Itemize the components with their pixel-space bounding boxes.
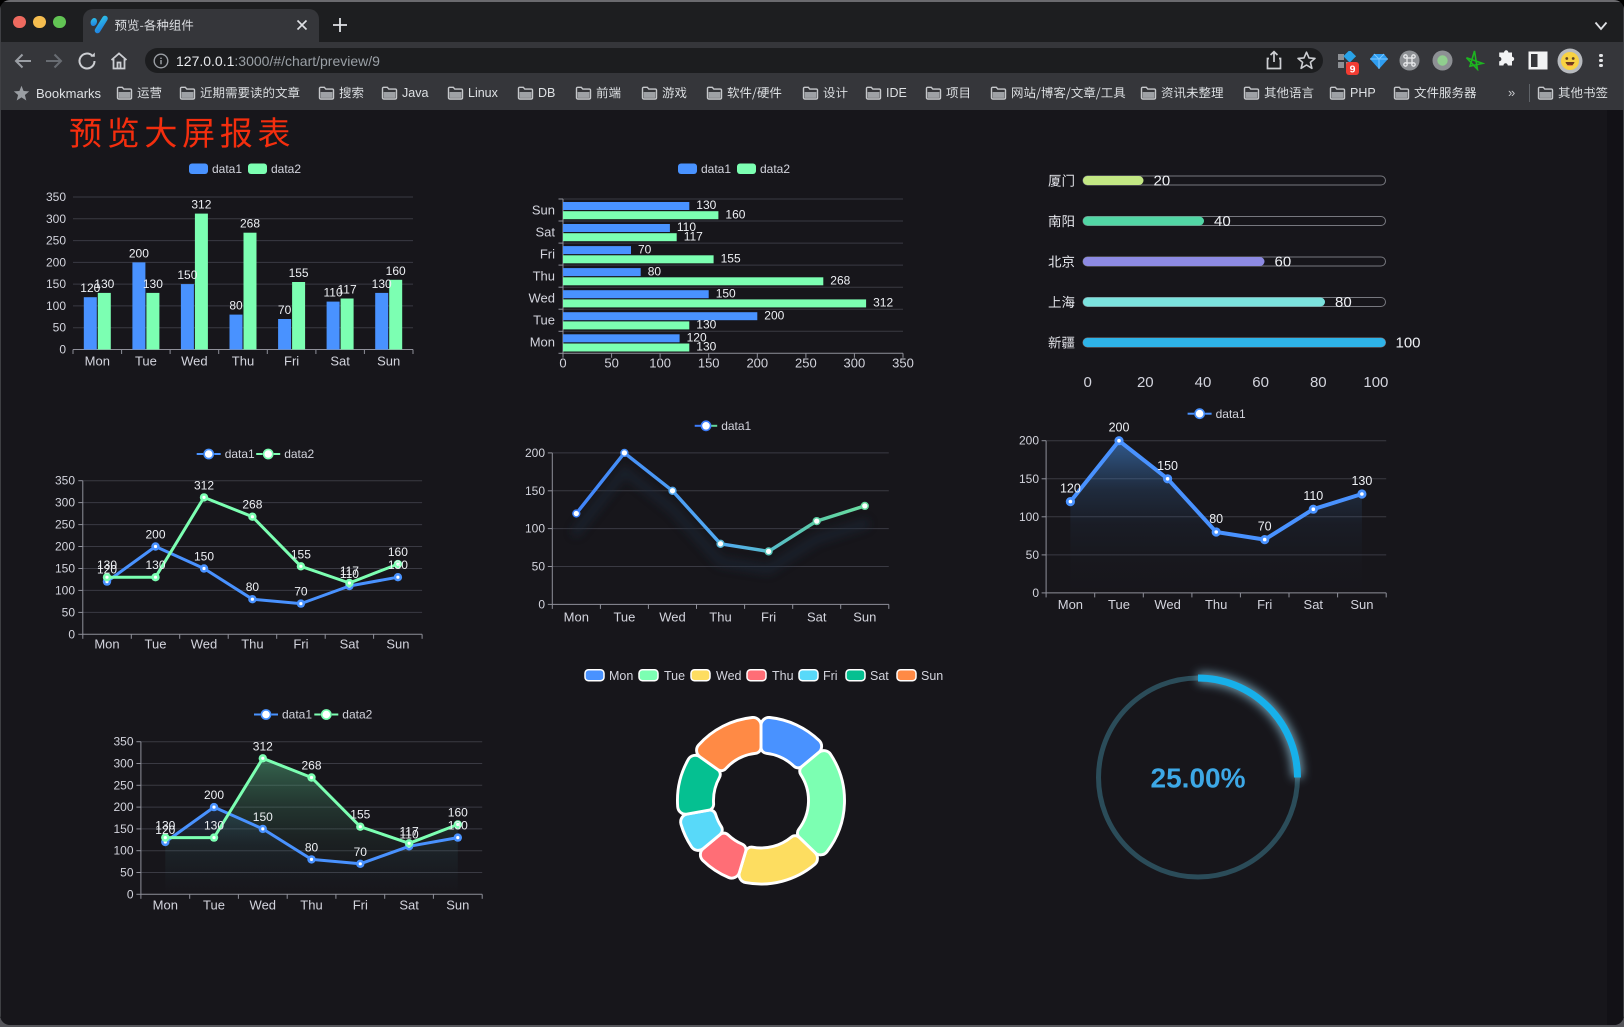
svg-text:9: 9 — [1350, 63, 1356, 75]
